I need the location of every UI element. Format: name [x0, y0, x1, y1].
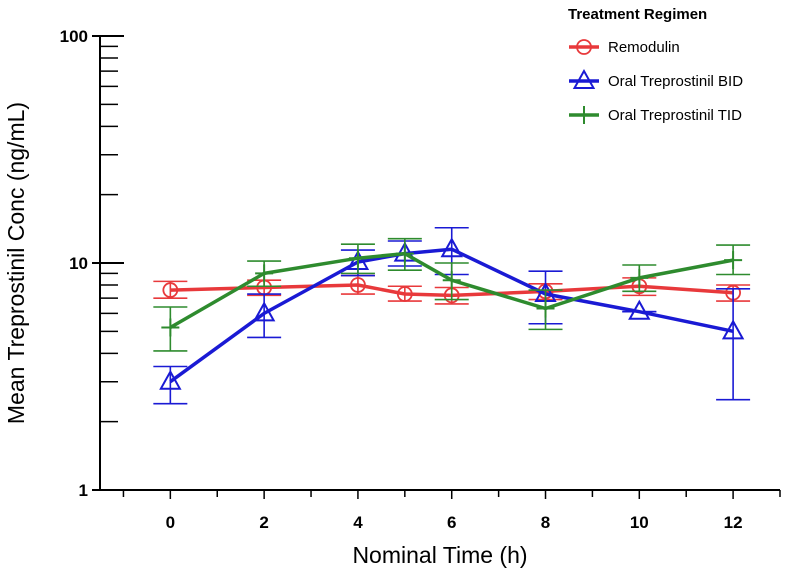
- y-tick-label: 1: [79, 481, 88, 500]
- error-bar: [716, 287, 751, 401]
- series-oral-treprostinil-tid: [153, 237, 751, 352]
- x-tick-label: 12: [724, 513, 743, 532]
- legend: Treatment Regimen Remodulin Oral Treprost…: [568, 6, 743, 124]
- data-point: [162, 282, 179, 298]
- legend-label: Oral Treprostinil BID: [608, 73, 743, 90]
- series-oral-treprostinil-bid: [153, 226, 751, 405]
- data-point: [348, 249, 367, 268]
- data-point: [252, 301, 276, 322]
- plot-area: [153, 226, 751, 405]
- data-point: [628, 299, 651, 320]
- legend-marker: [576, 39, 592, 55]
- legend-label: Oral Treprostinil TID: [608, 107, 742, 124]
- y-tick-label: 10: [69, 254, 88, 273]
- data-point: [440, 237, 463, 258]
- legend-item-oral-treprostinil-bid: Oral Treprostinil BID: [569, 68, 743, 90]
- data-point: [442, 271, 461, 290]
- x-tick-label: 0: [166, 513, 175, 532]
- legend-item-remodulin: Remodulin: [569, 39, 680, 56]
- legend-item-oral-treprostinil-tid: Oral Treprostinil TID: [569, 106, 742, 124]
- data-point: [721, 319, 745, 340]
- x-tick-label: 2: [259, 513, 268, 532]
- data-point: [724, 251, 743, 270]
- data-point: [161, 318, 180, 337]
- data-point: [395, 244, 414, 263]
- data-point: [396, 286, 413, 302]
- x-axis-ticks: 0 2 4 6 8 10 12: [122, 490, 781, 532]
- y-axis-ticks: 1 10 100: [60, 27, 124, 500]
- x-axis-title: Nominal Time (h): [352, 542, 527, 568]
- legend-marker: [575, 106, 593, 124]
- data-point: [350, 277, 366, 293]
- y-axis-title: Mean Treprostinil Conc (ng/mL): [3, 102, 29, 424]
- data-point: [630, 268, 649, 287]
- x-tick-label: 8: [541, 513, 550, 532]
- data-point: [159, 369, 182, 390]
- legend-marker: [572, 68, 596, 89]
- legend-label: Remodulin: [608, 39, 680, 56]
- data-point: [255, 264, 274, 283]
- y-tick-label: 100: [60, 27, 88, 46]
- series-line: [169, 251, 734, 330]
- data-point: [536, 299, 555, 318]
- legend-title: Treatment Regimen: [568, 6, 707, 23]
- series-line: [170, 283, 734, 298]
- x-tick-label: 6: [447, 513, 456, 532]
- error-bar: [247, 293, 282, 339]
- series-line: [169, 247, 734, 384]
- x-tick-label: 10: [630, 513, 649, 532]
- x-tick-label: 4: [353, 513, 363, 532]
